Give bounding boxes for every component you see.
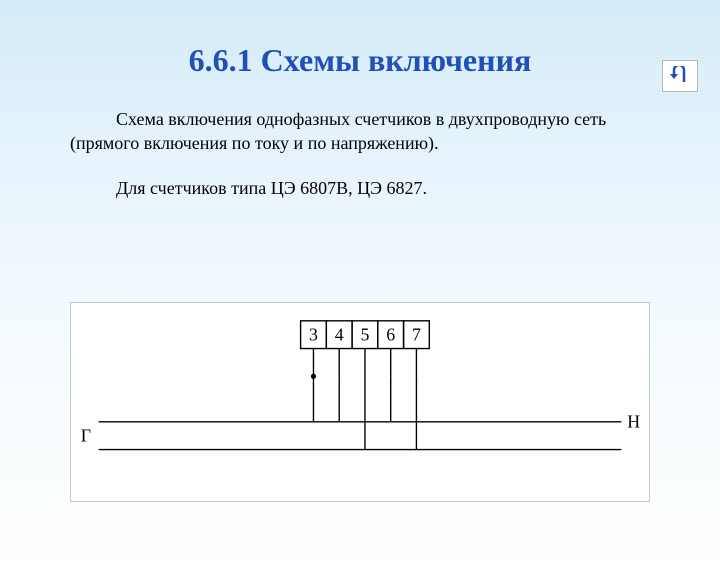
page-title: 6.6.1 Схемы включения [0, 42, 720, 79]
svg-text:6: 6 [386, 325, 395, 345]
svg-text:3: 3 [309, 325, 318, 345]
diagram-svg: 34567 Г Н [71, 303, 649, 501]
svg-text:Н: Н [627, 412, 640, 432]
back-arrow-u-icon [668, 66, 692, 86]
svg-text:Г: Г [81, 426, 91, 446]
description-paragraph-2: Для счетчиков типа ЦЭ 6807В, ЦЭ 6827. [70, 176, 650, 200]
svg-text:5: 5 [360, 325, 369, 345]
back-button[interactable] [662, 60, 698, 92]
wiring-diagram: 34567 Г Н [70, 302, 650, 502]
svg-text:7: 7 [412, 325, 421, 345]
svg-text:4: 4 [335, 325, 344, 345]
description-paragraph-1: Схема включения однофазных счетчиков в д… [70, 107, 650, 156]
